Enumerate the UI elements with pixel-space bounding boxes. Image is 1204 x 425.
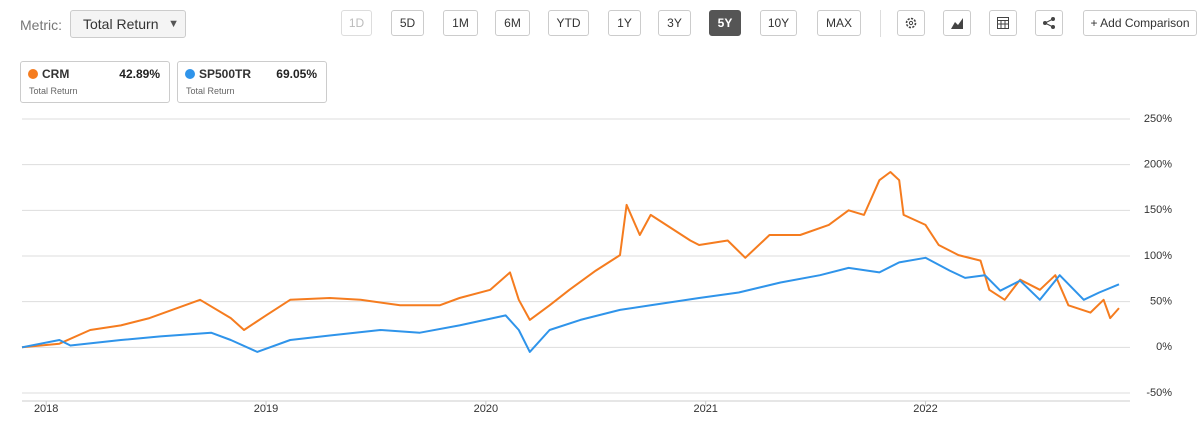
series-metric: Total Return (29, 86, 78, 96)
range-button[interactable]: MAX (817, 10, 861, 36)
y-tick-label: 200% (1144, 159, 1172, 171)
range-button[interactable]: 5D (391, 10, 424, 36)
metric-value: Total Return (83, 16, 159, 32)
range-button[interactable]: 1M (443, 10, 478, 36)
dropdown-arrow: ▼ (168, 18, 179, 30)
range-button[interactable]: 3Y (658, 10, 691, 36)
series-name: CRM (42, 67, 70, 81)
comparison-card[interactable]: CRM 42.89% Total Return (20, 61, 170, 103)
range-button[interactable]: 6M (495, 10, 530, 36)
series-line (21, 256, 1120, 353)
add-comparison-button[interactable]: + Add Comparison (1083, 10, 1197, 36)
range-button[interactable]: YTD (548, 10, 589, 36)
series-return: 69.05% (276, 67, 317, 81)
y-tick-label: 250% (1144, 113, 1172, 125)
x-tick-label: 2020 (474, 403, 498, 415)
chart-type-icon (951, 18, 963, 29)
table-icon (997, 17, 1009, 29)
y-tick-label: 50% (1150, 296, 1172, 308)
series-return: 42.89% (119, 67, 160, 81)
range-button[interactable]: 1D (341, 10, 372, 36)
legend-dot (28, 69, 38, 79)
y-tick-label: 100% (1144, 250, 1172, 262)
share-button[interactable] (1035, 10, 1063, 36)
y-tick-label: -50% (1146, 387, 1172, 399)
settings-icon (905, 17, 917, 29)
divider (880, 10, 881, 37)
metric-label: Metric: (20, 17, 62, 33)
share-icon (1043, 17, 1055, 29)
settings-button[interactable] (897, 10, 925, 36)
series-metric: Total Return (186, 86, 235, 96)
comparison-card[interactable]: SP500TR 69.05% Total Return (177, 61, 327, 103)
x-tick-label: 2022 (913, 403, 937, 415)
x-tick-label: 2021 (693, 403, 717, 415)
range-button[interactable]: 5Y (709, 10, 741, 36)
range-button[interactable]: 10Y (760, 10, 797, 36)
y-tick-label: 150% (1144, 204, 1172, 216)
legend-dot (185, 69, 195, 79)
x-tick-label: 2019 (254, 403, 278, 415)
series-line (21, 171, 1120, 349)
series-name: SP500TR (199, 67, 252, 81)
metric-dropdown[interactable]: Total Return ▼ (70, 10, 186, 38)
chart-type-button[interactable] (943, 10, 971, 36)
x-tick-label: 2018 (34, 403, 58, 415)
range-button[interactable]: 1Y (608, 10, 641, 36)
table-button[interactable] (989, 10, 1017, 36)
y-tick-label: 0% (1156, 341, 1172, 353)
